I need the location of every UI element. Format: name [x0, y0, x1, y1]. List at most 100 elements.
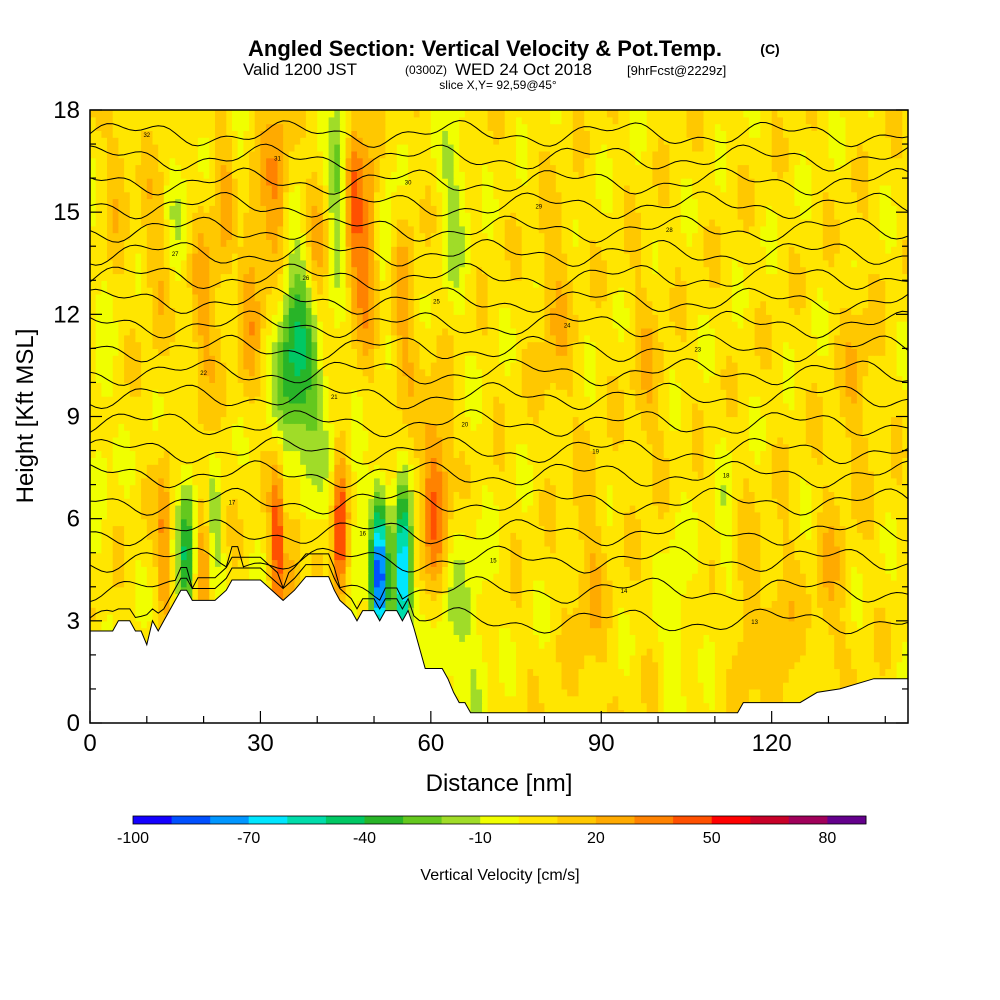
velocity-cell [783, 593, 790, 601]
velocity-cell [703, 559, 710, 567]
velocity-cell [504, 688, 511, 697]
velocity-cell [805, 607, 813, 615]
velocity-cell [731, 573, 739, 581]
velocity-cell [777, 641, 784, 649]
velocity-cell [538, 620, 546, 629]
velocity-cell [339, 580, 347, 588]
velocity-cell [612, 532, 619, 540]
velocity-cell [714, 511, 722, 520]
velocity-cell [805, 586, 813, 595]
velocity-cell [760, 654, 767, 663]
velocity-cell [158, 511, 165, 520]
velocity-cell [146, 586, 154, 595]
velocity-cell [374, 580, 381, 588]
velocity-cell [158, 573, 165, 581]
velocity-cell [345, 511, 352, 520]
velocity-cell [425, 532, 432, 540]
velocity-cell [748, 627, 756, 635]
velocity-cell [686, 491, 693, 499]
velocity-cell [391, 532, 398, 540]
velocity-cell [578, 634, 585, 642]
velocity-cell [646, 511, 653, 520]
velocity-cell [641, 580, 648, 588]
velocity-cell [425, 511, 432, 520]
velocity-cell [714, 498, 722, 506]
velocity-cell [328, 573, 335, 581]
velocity-cell [743, 580, 750, 588]
velocity-cell [629, 525, 636, 533]
velocity-cell [555, 607, 563, 615]
velocity-cell [459, 614, 466, 622]
velocity-cell [129, 532, 137, 540]
velocity-cell [646, 586, 653, 595]
velocity-cell [146, 600, 154, 608]
velocity-cell [589, 511, 597, 520]
velocity-cell [453, 525, 460, 533]
velocity-cell [266, 552, 273, 561]
velocity-cell [442, 593, 449, 601]
velocity-cell [663, 648, 670, 656]
velocity-cell [328, 552, 335, 561]
velocity-cell [663, 505, 670, 513]
velocity-cell [788, 586, 795, 595]
velocity-cell [902, 566, 908, 574]
velocity-cell [129, 600, 137, 608]
velocity-cell [470, 498, 477, 506]
velocity-cell [521, 532, 528, 540]
velocity-cell [447, 607, 455, 615]
velocity-cell [845, 614, 852, 622]
velocity-cell [618, 695, 625, 704]
velocity-cell [436, 607, 443, 615]
velocity-cell [748, 498, 756, 506]
velocity-cell [862, 675, 869, 683]
velocity-cell [368, 593, 375, 601]
velocity-cell [868, 511, 875, 520]
velocity-cell [794, 498, 801, 506]
velocity-cell [834, 518, 841, 527]
velocity-cell [135, 545, 142, 554]
velocity-cell [538, 661, 546, 670]
velocity-cell [305, 552, 313, 561]
velocity-cell [527, 600, 534, 608]
velocity-cell [357, 505, 364, 513]
velocity-cell [538, 566, 546, 574]
velocity-cell [203, 539, 210, 547]
velocity-cell [692, 518, 699, 527]
velocity-cell [589, 620, 597, 629]
velocity-cell [555, 702, 563, 710]
velocity-cell [572, 505, 580, 513]
velocity-cell [482, 654, 489, 663]
velocity-cell [873, 600, 881, 608]
velocity-cell [606, 539, 614, 547]
velocity-cell [141, 586, 148, 595]
velocity-cell [197, 505, 205, 513]
velocity-cell [186, 505, 193, 513]
velocity-cell [783, 573, 790, 581]
velocity-cell [584, 484, 591, 492]
velocity-cell [192, 566, 199, 574]
velocity-cell [158, 580, 165, 588]
velocity-cell [697, 518, 705, 527]
velocity-cell [476, 682, 483, 690]
velocity-cell [402, 566, 409, 574]
velocity-cell [408, 505, 415, 513]
velocity-cell [862, 491, 869, 499]
velocity-cell [845, 586, 852, 595]
velocity-cell [453, 573, 460, 581]
velocity-cell [697, 532, 705, 540]
velocity-cell [345, 580, 352, 588]
velocity-cell [663, 620, 670, 629]
velocity-cell [777, 580, 784, 588]
velocity-cell [209, 511, 216, 520]
velocity-cell [686, 559, 693, 567]
velocity-cell [703, 586, 710, 595]
velocity-cell [391, 525, 398, 533]
velocity-cell [669, 614, 676, 622]
velocity-cell [800, 559, 807, 567]
velocity-cell [118, 532, 125, 540]
velocity-cell [385, 593, 392, 601]
velocity-cell [663, 661, 670, 670]
velocity-cell [646, 498, 653, 506]
velocity-cell [868, 498, 875, 506]
velocity-cell [396, 566, 404, 574]
